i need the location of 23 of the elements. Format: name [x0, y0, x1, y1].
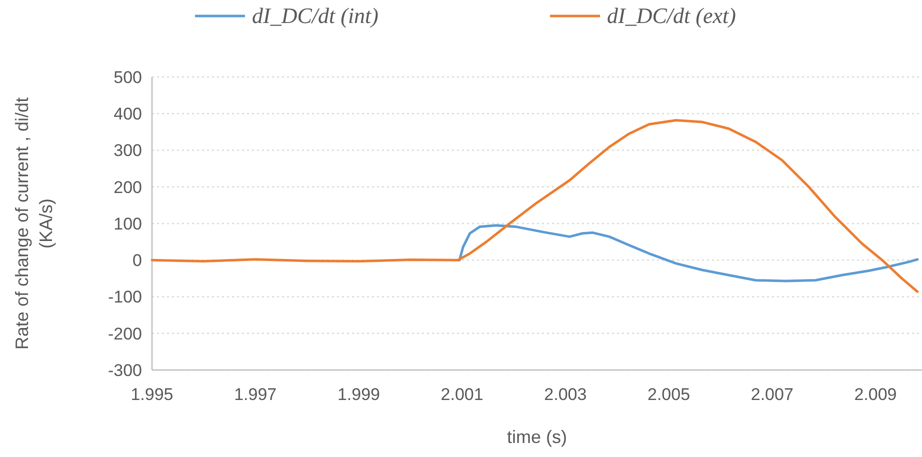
y-tick-label: 500: [114, 68, 142, 87]
x-tick-label: 2.007: [750, 385, 794, 404]
y-tick-label: 0: [132, 251, 142, 270]
y-axis-title: Rate of change of current , di/dt (KA/s): [12, 97, 56, 350]
y-tick-label: -300: [108, 360, 142, 380]
x-tick-label: 1.999: [337, 385, 380, 404]
line-series: [456, 224, 919, 282]
x-axis-title: time (s): [507, 427, 567, 447]
y-tick-label: 200: [114, 178, 142, 197]
y-tick-label: -100: [108, 288, 142, 307]
legend-label: dI_DC/dt (ext): [607, 3, 736, 28]
x-tick-label: 2.001: [440, 385, 484, 404]
x-tick-label: 2.003: [544, 385, 587, 404]
x-tick-label: 2.005: [648, 385, 690, 404]
y-tick-label: -200: [108, 324, 142, 344]
line-series: [150, 118, 919, 293]
x-tick-label: 2.009: [854, 385, 897, 404]
x-tick-label: 1.995: [130, 385, 174, 404]
y-tick-label: 300: [114, 141, 142, 160]
x-tick-label: 1.997: [234, 385, 277, 404]
y-tick-label: 100: [114, 214, 142, 234]
legend-label: dI_DC/dt (int): [252, 3, 378, 28]
y-tick-label: 400: [114, 104, 142, 124]
